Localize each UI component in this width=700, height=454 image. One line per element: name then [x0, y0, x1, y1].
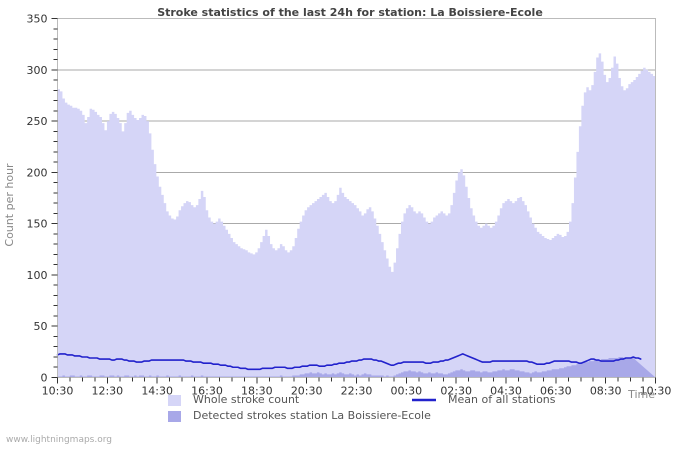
y-tick-label-0: 0: [41, 372, 48, 385]
y-tick-label-150: 150: [27, 218, 48, 231]
y-tick-label-300: 300: [27, 64, 48, 77]
y-tick-label-100: 100: [27, 269, 48, 282]
x-tick-label-10: 06:30: [540, 385, 572, 398]
x-tick-label-8: 02:30: [440, 385, 472, 398]
legend-item-0[interactable]: Whole stroke count: [168, 393, 300, 406]
legend-item-1[interactable]: Detected strokes station La Boissiere-Ec…: [168, 409, 431, 422]
x-tick-label-9: 04:30: [490, 385, 522, 398]
series-detected-strokes-area: [57, 356, 656, 378]
x-axis-ticks: 10:30 12:30 14:30 16:30 18:30 20:30 22:30 00:30…: [42, 377, 672, 398]
area-whole-stroke-count: [57, 53, 656, 378]
legend-label-0: Whole stroke count: [193, 393, 300, 406]
x-tick-label-4: 18:30: [241, 385, 273, 398]
y-tick-label-50: 50: [34, 320, 48, 333]
legend-swatch-1: [168, 411, 181, 422]
chart-legend: Whole stroke count Detected strokes stati…: [168, 393, 556, 422]
y-axis-ticks: 0 50 100 150 200 250 300 350: [27, 13, 58, 385]
legend-swatch-0: [168, 395, 181, 406]
legend-label-2: Mean of all stations: [448, 393, 556, 406]
y-tick-label-350: 350: [27, 13, 48, 26]
x-tick-label-2: 14:30: [141, 385, 173, 398]
y-axis-label: Count per hour: [3, 163, 16, 247]
legend-item-2[interactable]: Mean of all stations: [412, 393, 556, 406]
watermark-label: www.lightningmaps.org: [6, 435, 112, 445]
x-axis-label: Time: [627, 388, 655, 401]
chart-title: Stroke statistics of the last 24h for st…: [157, 6, 543, 19]
x-tick-label-7: 00:30: [390, 385, 422, 398]
x-tick-label-3: 16:30: [191, 385, 223, 398]
area-detected-strokes: [57, 356, 656, 378]
x-tick-label-11: 08:30: [590, 385, 622, 398]
series-mean-of-all-stations-line: [56, 353, 642, 371]
y-tick-label-250: 250: [27, 115, 48, 128]
x-tick-label-0: 10:30: [42, 385, 74, 398]
y-tick-label-200: 200: [27, 166, 48, 179]
x-tick-label-12: 10:30: [640, 385, 672, 398]
series-whole-stroke-count-area: [57, 53, 656, 378]
x-tick-label-6: 22:30: [341, 385, 373, 398]
x-tick-label-1: 12:30: [91, 385, 123, 398]
line-mean-of-all-stations: [56, 353, 642, 371]
x-tick-label-5: 20:30: [291, 385, 323, 398]
legend-label-1: Detected strokes station La Boissiere-Ec…: [193, 409, 431, 422]
